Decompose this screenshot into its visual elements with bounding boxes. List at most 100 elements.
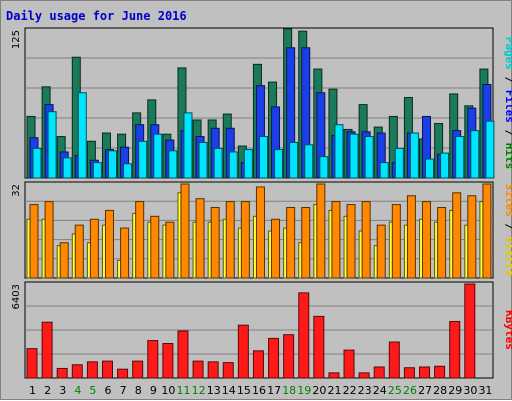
side-label-mid: Sites / Visits [503, 184, 512, 277]
x-tick-label: 31 [478, 384, 492, 397]
bar-kbytes [449, 320, 461, 379]
bar-kbytes [358, 372, 370, 379]
side-label-part: / [503, 123, 512, 143]
bar-kbytes [388, 341, 400, 379]
bar-kbytes [207, 361, 219, 379]
bar-kbytes [222, 362, 234, 379]
bar-pages [319, 156, 329, 179]
x-tick-label: 16 [252, 384, 266, 397]
bar-sites [74, 224, 84, 279]
x-tick-label: 28 [433, 384, 447, 397]
x-tick-label: 21 [327, 384, 341, 397]
bar-pages [168, 150, 178, 179]
bar-sites [482, 183, 492, 279]
bar-sites [255, 186, 265, 279]
bar-kbytes [41, 321, 53, 379]
bar-kbytes [313, 315, 325, 379]
x-tick-label: 24 [373, 384, 387, 397]
x-tick-label: 23 [358, 384, 372, 397]
bar-sites [165, 221, 175, 279]
bar-kbytes [237, 324, 249, 379]
bar-kbytes [464, 283, 476, 379]
ymax-label-bot: 6403 [11, 284, 22, 309]
bar-sites [376, 224, 386, 279]
x-tick-label: 6 [105, 384, 112, 397]
bar-sites [180, 183, 190, 279]
x-tick-label: 14 [222, 384, 236, 397]
x-tick-label: 22 [343, 384, 357, 397]
bar-pages [258, 136, 268, 179]
bar-sites [44, 201, 54, 279]
side-label-top: Pages / Files / Hits [503, 37, 512, 170]
bar-pages [183, 112, 193, 179]
bar-sites [331, 201, 341, 279]
bar-kbytes [328, 372, 340, 379]
bar-kbytes [101, 360, 113, 379]
bar-sites [150, 215, 160, 279]
bar-pages [213, 147, 223, 179]
bar-sites [422, 201, 432, 279]
x-tick-label: 13 [207, 384, 221, 397]
bar-kbytes [132, 360, 144, 379]
bar-pages [409, 132, 419, 179]
bar-sites [195, 198, 205, 279]
bar-pages [455, 136, 465, 179]
side-label-part: Visits [503, 237, 512, 277]
x-tick-label: 11 [177, 384, 191, 397]
bar-pages [364, 136, 374, 179]
x-tick-label: 7 [120, 384, 127, 397]
bar-pages [349, 133, 359, 179]
bar-sites [346, 204, 356, 279]
bar-sites [225, 201, 235, 279]
bar-kbytes [56, 367, 68, 379]
bar-pages [47, 111, 57, 179]
bar-sites [59, 242, 69, 279]
bar-kbytes [177, 330, 189, 379]
x-tick-label: 18 [282, 384, 296, 397]
side-label-part: Files [503, 90, 512, 123]
bar-kbytes [117, 368, 129, 379]
x-tick-label: 15 [237, 384, 251, 397]
bar-pages [334, 124, 344, 179]
bar-pages [289, 141, 299, 179]
x-tick-label: 29 [448, 384, 462, 397]
bar-kbytes [403, 367, 415, 379]
side-label-part: / [503, 70, 512, 90]
bar-sites [467, 195, 477, 279]
bar-pages [379, 162, 389, 179]
bar-sites [437, 207, 447, 279]
bar-pages [92, 162, 102, 179]
x-tick-label: 25 [388, 384, 402, 397]
bar-sites [104, 209, 114, 279]
bar-sites [301, 207, 311, 279]
bar-pages [425, 158, 435, 179]
bar-pages [228, 151, 238, 179]
x-tick-label: 20 [312, 384, 326, 397]
bar-sites [286, 207, 296, 279]
bar-kbytes [373, 366, 385, 379]
bar-sites [120, 227, 130, 279]
bar-pages [153, 133, 163, 179]
x-tick-label: 4 [74, 384, 81, 397]
x-tick-label: 8 [135, 384, 142, 397]
bar-sites [29, 204, 39, 279]
bar-kbytes [86, 361, 98, 379]
bar-sites [135, 201, 145, 279]
ymax-label-mid: 32 [11, 184, 22, 197]
bar-pages [243, 149, 253, 179]
bar-pages [198, 141, 208, 179]
chart-title: Daily usage for June 2016 [6, 9, 187, 23]
bar-sites [316, 183, 326, 279]
bar-sites [452, 192, 462, 279]
bar-pages [485, 120, 495, 179]
bar-pages [394, 147, 404, 179]
bar-pages [138, 140, 148, 179]
x-tick-label: 12 [192, 384, 206, 397]
bar-sites [361, 201, 371, 279]
x-tick-label: 3 [59, 384, 66, 397]
bar-kbytes [268, 337, 280, 379]
x-tick-label: 17 [267, 384, 281, 397]
